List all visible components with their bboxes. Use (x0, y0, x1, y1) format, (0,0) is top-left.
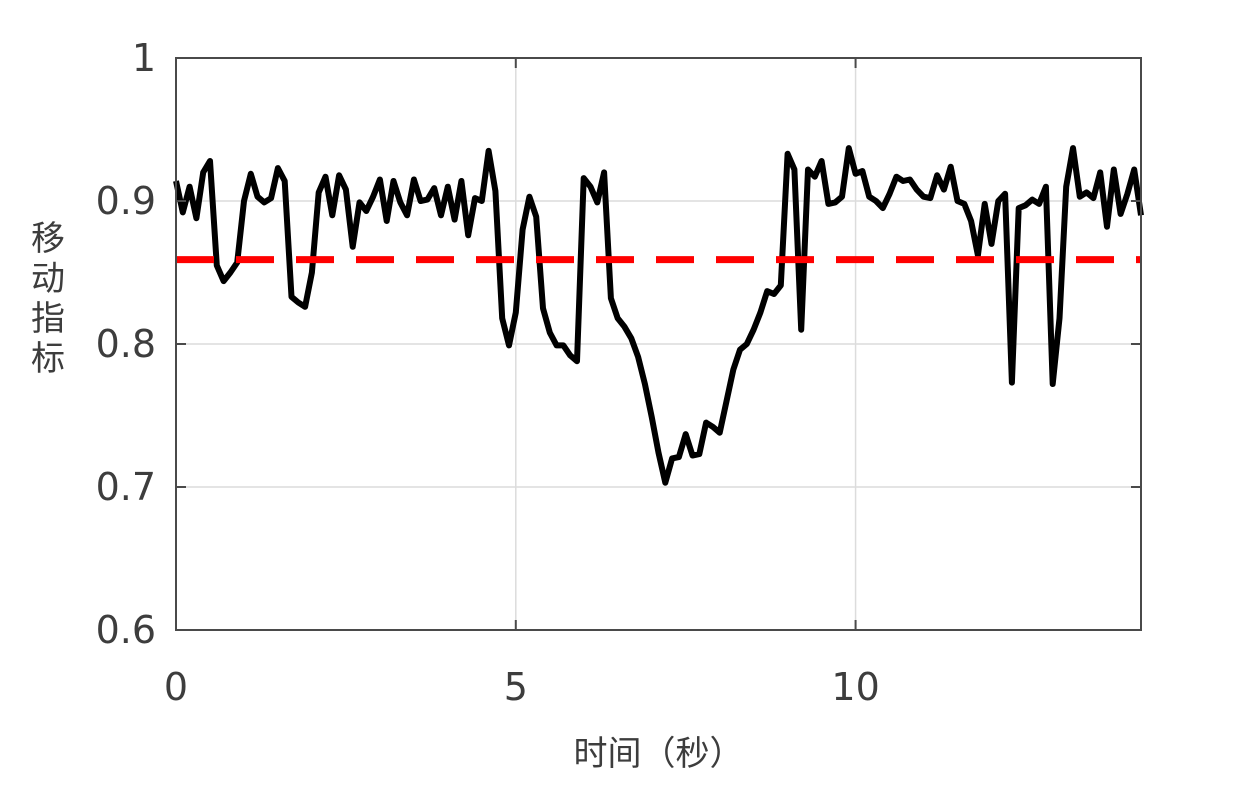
y-tick-label: 0.6 (96, 608, 156, 652)
y-tick-label: 0.7 (96, 465, 156, 509)
y-axis-label-char: 动 (31, 259, 65, 299)
y-axis-label-char: 指 (31, 299, 65, 339)
y-tick-label: 0.8 (96, 322, 156, 366)
grid-lines (175, 57, 1141, 631)
tick-marks (175, 57, 1141, 631)
y-axis-label-char: 移 (31, 219, 65, 259)
x-axis-label: 时间（秒） (574, 734, 744, 774)
y-tick-labels: 0.6 0.7 0.8 0.9 1 (96, 36, 156, 652)
x-tick-label: 0 (164, 665, 188, 709)
series-group (173, 145, 1144, 486)
y-axis-label-char: 标 (31, 339, 65, 379)
x-tick-label: 10 (831, 665, 879, 709)
y-axis-label: 移动指标 (31, 219, 65, 379)
y-tick-label: 1 (132, 36, 156, 80)
x-tick-labels: 0 5 10 (164, 665, 880, 709)
y-tick-label: 0.9 (96, 179, 156, 223)
x-tick-label: 5 (504, 665, 528, 709)
movement-index-line (173, 145, 1144, 486)
